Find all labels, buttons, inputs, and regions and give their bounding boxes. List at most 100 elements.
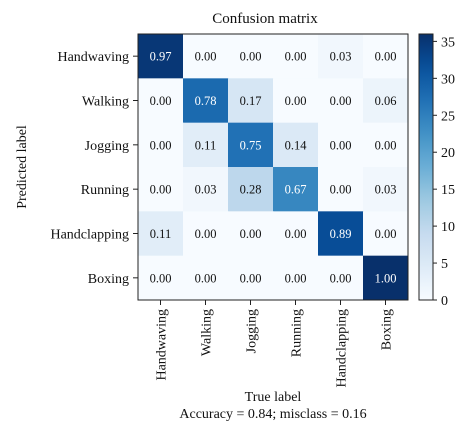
- cell-value-label: 0.00: [330, 94, 352, 108]
- heatmap-cell: [228, 122, 274, 168]
- cell-value-label: 0.03: [330, 50, 352, 64]
- cell-value-label: 1.00: [375, 271, 397, 285]
- cell-value-label: 0.67: [285, 183, 307, 197]
- cell-value-label: 0.00: [195, 227, 217, 241]
- x-tick-label: Handclapping: [335, 309, 350, 388]
- heatmap-cell: [363, 78, 409, 124]
- cell-value-label: 0.00: [195, 271, 217, 285]
- cell-value-label: 0.00: [285, 94, 307, 108]
- cell-value-label: 0.00: [330, 183, 352, 197]
- chart-title: Confusion matrix: [212, 11, 318, 27]
- heatmap-cell: [138, 122, 184, 168]
- cell-value-label: 0.11: [150, 227, 171, 241]
- colorbar-tick-label: 35: [441, 35, 455, 50]
- heatmap-cell: [138, 167, 184, 212]
- cell-value-label: 0.03: [195, 183, 217, 197]
- heatmap-cell: [318, 78, 364, 124]
- cell-value-label: 0.03: [375, 183, 397, 197]
- x-tick-label: Boxing: [380, 309, 395, 350]
- heatmap-cell: [363, 211, 409, 257]
- y-tick-label: Running: [81, 183, 129, 198]
- colorbar-gradient: [418, 33, 434, 301]
- heatmap-cell: [183, 34, 229, 79]
- cell-value-label: 0.00: [150, 271, 172, 285]
- heatmap-cell: [228, 211, 274, 257]
- cell-value-label: 0.00: [150, 183, 172, 197]
- x-tick-label: Running: [290, 309, 305, 357]
- cell-value-label: 0.78: [195, 94, 217, 108]
- cell-value-label: 0.97: [150, 50, 172, 64]
- y-tick-label: Jogging: [85, 139, 129, 154]
- cell-value-label: 0.00: [240, 50, 262, 64]
- heatmap-cell: [318, 167, 364, 212]
- heatmap-cell: [273, 255, 319, 301]
- colorbar-tick-label: 20: [441, 146, 455, 161]
- y-tick-label: Boxing: [88, 272, 129, 287]
- x-axis-label: True label: [245, 390, 302, 405]
- y-tick-label: Handclapping: [50, 228, 129, 243]
- x-tick-label: Walking: [200, 309, 215, 356]
- heatmap-cell: [228, 34, 274, 79]
- heatmap-cell: [318, 211, 364, 257]
- colorbar: 0 5 10 15 20 25 30 35: [418, 33, 455, 309]
- cell-value-label: 0.06: [375, 94, 397, 108]
- heatmap-cell: [363, 167, 409, 212]
- heatmap-cell: [363, 255, 409, 301]
- colorbar-tick-label: 30: [441, 72, 455, 87]
- colorbar-tick-label: 10: [441, 220, 455, 235]
- heatmap-cell: [273, 78, 319, 124]
- column-tick-labels: Handwaving Walking Jogging Running Handclapp…: [155, 300, 395, 388]
- heatmap-cell: [228, 78, 274, 124]
- cell-value-label: 0.00: [285, 227, 307, 241]
- heatmap-cell: [273, 34, 319, 79]
- cell-value-label: 0.28: [240, 183, 262, 197]
- cell-value-label: 0.00: [375, 227, 397, 241]
- heatmap-cell: [138, 34, 184, 79]
- y-axis-label: Predicted label: [15, 125, 30, 209]
- heatmap-cell: [273, 122, 319, 168]
- heatmap-cell: [228, 255, 274, 301]
- cell-value-label: 0.00: [285, 271, 307, 285]
- cell-value-label: 0.00: [330, 271, 352, 285]
- heatmap-cell: [363, 34, 409, 79]
- cell-value-label: 0.00: [150, 138, 172, 152]
- cell-value-label: 0.00: [240, 227, 262, 241]
- heatmap-cell: [138, 211, 184, 257]
- cell-value-label: 0.00: [240, 271, 262, 285]
- row-tick-labels: Handwaving Walking Jogging Running Handclapp…: [50, 50, 138, 287]
- cell-value-label: 0.00: [375, 138, 397, 152]
- heatmap-cell: [318, 255, 364, 301]
- colorbar-tick-label: 0: [441, 294, 448, 309]
- colorbar-tick-label: 25: [441, 109, 455, 124]
- heatmap-cell: [183, 167, 229, 212]
- heatmap-cell: [273, 211, 319, 257]
- colorbar-tick-label: 15: [441, 183, 455, 198]
- x-tick-label: Handwaving: [155, 309, 170, 381]
- cell-value-label: 0.00: [330, 138, 352, 152]
- cell-value-label: 0.17: [240, 94, 262, 108]
- cell-value-label: 0.00: [150, 94, 172, 108]
- cell-value-label: 0.11: [195, 138, 216, 152]
- cell-value-label: 0.75: [240, 138, 262, 152]
- heatmap-cell: [273, 167, 319, 212]
- heatmap-cell: [228, 167, 274, 212]
- heatmap-cell: [318, 122, 364, 168]
- x-tick-label: Jogging: [245, 309, 260, 353]
- heatmap-cell: [183, 122, 229, 168]
- heatmap-cell: [183, 255, 229, 301]
- accuracy-caption: Accuracy = 0.84; misclass = 0.16: [179, 407, 366, 422]
- heatmap-cell: [183, 78, 229, 124]
- y-tick-label: Walking: [82, 95, 129, 110]
- cell-value-label: 0.00: [375, 50, 397, 64]
- y-tick-label: Handwaving: [57, 50, 129, 65]
- cell-value-label: 0.00: [285, 50, 307, 64]
- cell-value-label: 0.89: [330, 227, 352, 241]
- cell-value-label: 0.14: [285, 138, 308, 152]
- heatmap-cells: 0.97 0.00 0.00 0.00 0.03 0.00 0.00 0.78 0.17 0.00…: [138, 34, 409, 301]
- heatmap-cell: [138, 78, 184, 124]
- colorbar-tick-label: 5: [441, 257, 448, 272]
- heatmap-cell: [318, 34, 364, 79]
- plot-frame: [137, 33, 409, 301]
- heatmap-cell: [363, 122, 409, 168]
